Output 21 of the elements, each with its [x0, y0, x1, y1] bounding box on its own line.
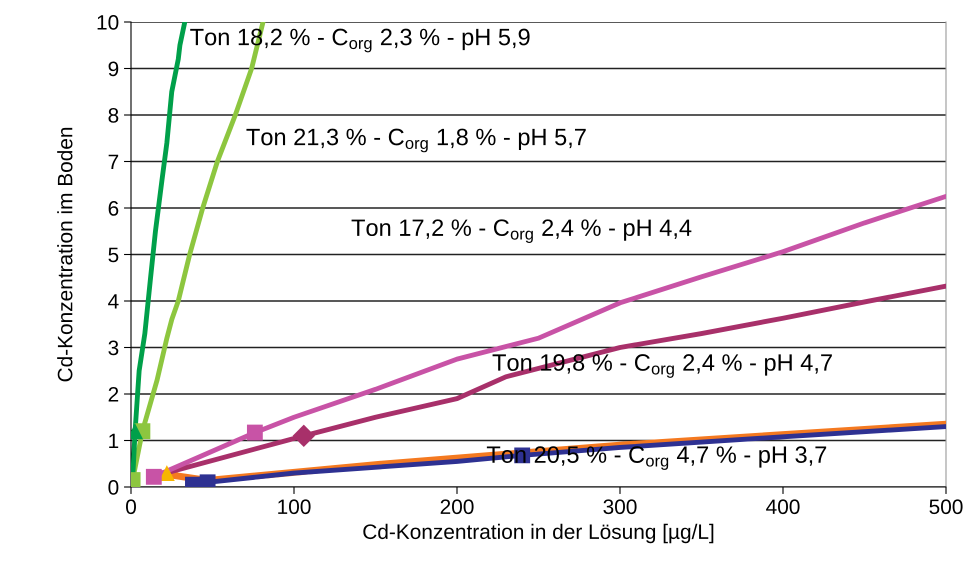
y-tick-label: 8 [108, 108, 118, 123]
x-tick-label: 500 [929, 499, 963, 514]
y-tick-label: 9 [108, 62, 118, 76]
x-tick-label: 400 [766, 499, 800, 514]
annotation: Ton 21,3 % - C$_{org}$ 1,8 % - pH 5,7 [246, 128, 586, 152]
y-tick-label: 4 [108, 294, 119, 309]
annotation: Ton 17,2 % - C$_{org}$ 2,4 % - pH 4,4 [352, 219, 692, 243]
y-axis-title: Cd-Konzentration im Boden [57, 128, 72, 382]
y-tick-label: 10 [98, 15, 118, 30]
x-tick-label: 200 [440, 499, 474, 514]
y-tick-label: 7 [108, 154, 118, 170]
y-tick-label: 6 [108, 201, 118, 216]
x-tick-label: 100 [278, 499, 311, 514]
y-tick-label: 1 [109, 434, 118, 448]
y-tick-label: 0 [108, 480, 118, 495]
x-tick-label: 0 [126, 499, 136, 514]
y-tick-label: 5 [108, 248, 118, 262]
y-tick-label: 3 [108, 340, 118, 356]
x-tick-label: 300 [603, 499, 637, 514]
x-axis-title: Cd-Konzentration in der Lösung [µg/L] [363, 524, 714, 544]
y-tick-label: 2 [108, 387, 118, 402]
